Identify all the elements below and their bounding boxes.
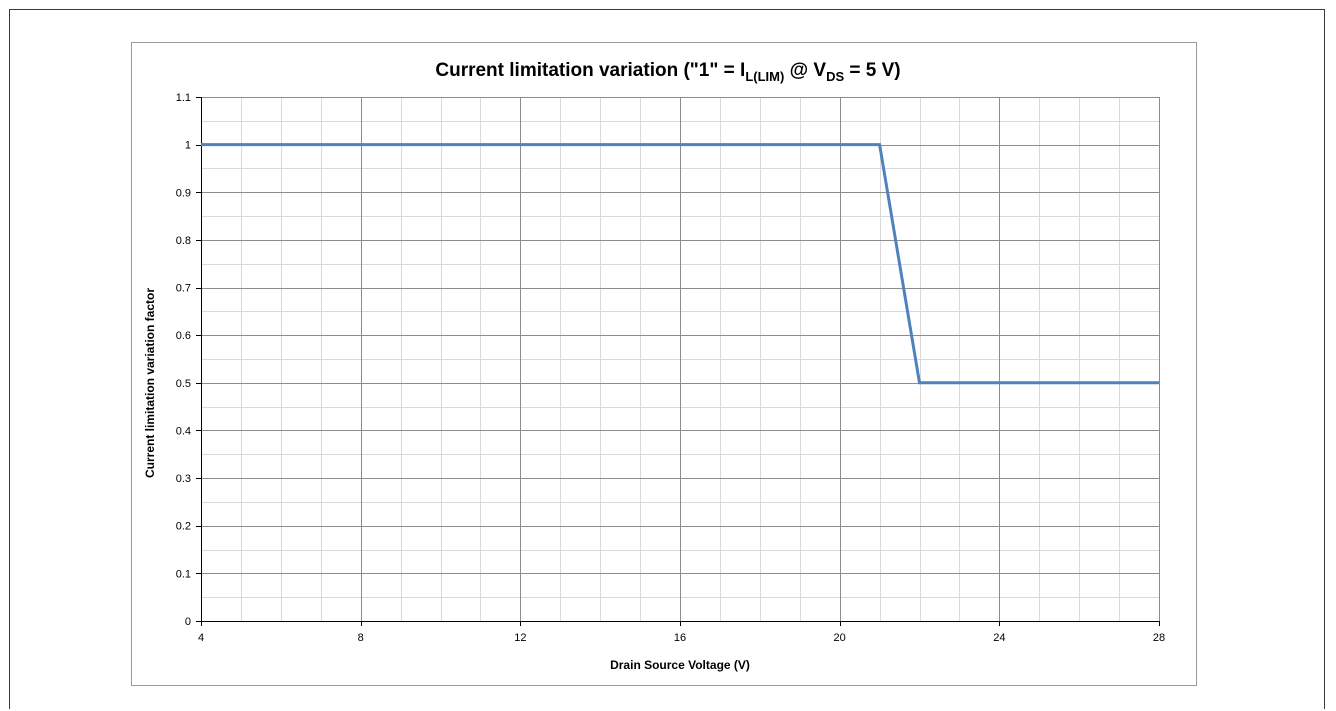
- y-axis-title: Current limitation variation factor: [143, 288, 157, 478]
- y-tick-label: 0.3: [176, 473, 191, 485]
- title-sub-current: L(LIM): [745, 69, 784, 84]
- y-tick-label: 0.2: [176, 521, 191, 533]
- outer-frame: [9, 9, 1325, 709]
- x-axis-title: Drain Source Voltage (V): [610, 658, 750, 672]
- y-tick-label: 1.1: [176, 92, 191, 104]
- y-tick-label: 0.5: [176, 378, 191, 390]
- y-tick-label: 0.8: [176, 235, 191, 247]
- y-tick-label: 0: [185, 616, 191, 628]
- title-middle: @ V: [784, 60, 826, 81]
- x-tick-label: 24: [993, 632, 1005, 644]
- series-layer: [201, 143, 1159, 385]
- x-tick-labels: 4 8 12 16 20 24 28: [198, 632, 1165, 644]
- x-tick-label: 12: [514, 632, 526, 644]
- y-tick-label: 1: [185, 140, 191, 152]
- title-prefix: Current limitation variation ("1" = I: [435, 60, 745, 81]
- y-tick-label: 0.7: [176, 283, 191, 295]
- x-tick-label: 8: [358, 632, 364, 644]
- title-sub-voltage: DS: [826, 69, 844, 84]
- x-tick-label: 4: [198, 632, 204, 644]
- title-suffix: = 5 V): [844, 60, 901, 81]
- axes: [196, 97, 1160, 626]
- chart-title: Current limitation variation ("1" = IL(L…: [435, 60, 900, 84]
- x-tick-label: 28: [1153, 632, 1165, 644]
- y-tick-label: 0.1: [176, 568, 191, 580]
- y-tick-label: 0.6: [176, 330, 191, 342]
- series-line: [201, 143, 1159, 385]
- x-tick-label: 16: [674, 632, 686, 644]
- chart-frame: [131, 42, 1197, 686]
- y-tick-labels: 0 0.1 0.2 0.3 0.4 0.5 0.6 0.7 0.8 0.9 1 1.1: [176, 92, 191, 628]
- y-tick-label: 0.9: [176, 187, 191, 199]
- y-tick-label: 0.4: [176, 425, 191, 437]
- x-tick-label: 20: [834, 632, 846, 644]
